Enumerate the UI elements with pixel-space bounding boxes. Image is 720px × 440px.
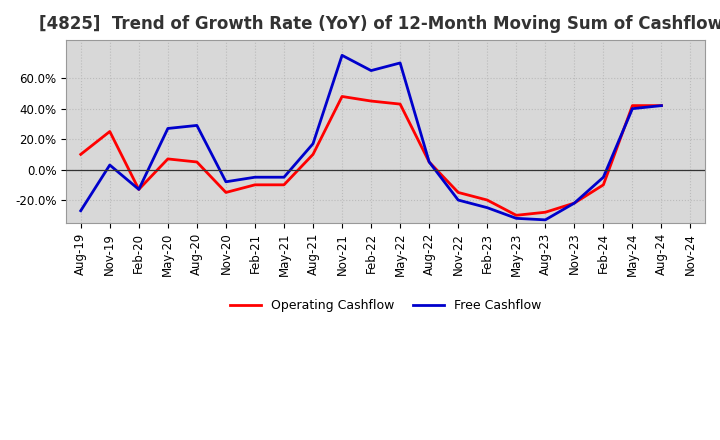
Free Cashflow — [599, 175, 608, 180]
Free Cashflow — [251, 175, 259, 180]
Legend: Operating Cashflow, Free Cashflow: Operating Cashflow, Free Cashflow — [225, 294, 546, 317]
Free Cashflow — [454, 198, 462, 203]
Operating Cashflow — [570, 201, 579, 206]
Operating Cashflow — [366, 99, 375, 104]
Free Cashflow — [512, 216, 521, 221]
Operating Cashflow — [135, 187, 143, 192]
Free Cashflow — [222, 179, 230, 184]
Free Cashflow — [628, 106, 636, 111]
Operating Cashflow — [163, 156, 172, 161]
Operating Cashflow — [192, 159, 201, 165]
Free Cashflow — [396, 60, 405, 66]
Free Cashflow — [105, 162, 114, 168]
Operating Cashflow — [279, 182, 288, 187]
Operating Cashflow — [628, 103, 636, 108]
Free Cashflow — [366, 68, 375, 73]
Title: [4825]  Trend of Growth Rate (YoY) of 12-Month Moving Sum of Cashflows: [4825] Trend of Growth Rate (YoY) of 12-… — [39, 15, 720, 33]
Free Cashflow — [570, 201, 579, 206]
Operating Cashflow — [338, 94, 346, 99]
Free Cashflow — [279, 175, 288, 180]
Free Cashflow — [541, 217, 549, 223]
Operating Cashflow — [76, 152, 85, 157]
Operating Cashflow — [251, 182, 259, 187]
Free Cashflow — [309, 141, 318, 147]
Operating Cashflow — [599, 182, 608, 187]
Operating Cashflow — [454, 190, 462, 195]
Operating Cashflow — [657, 103, 666, 108]
Free Cashflow — [192, 123, 201, 128]
Operating Cashflow — [541, 209, 549, 215]
Operating Cashflow — [105, 129, 114, 134]
Free Cashflow — [163, 126, 172, 131]
Line: Operating Cashflow: Operating Cashflow — [81, 96, 662, 215]
Operating Cashflow — [512, 213, 521, 218]
Free Cashflow — [338, 53, 346, 58]
Operating Cashflow — [396, 102, 405, 107]
Line: Free Cashflow: Free Cashflow — [81, 55, 662, 220]
Free Cashflow — [425, 159, 433, 165]
Free Cashflow — [135, 187, 143, 192]
Operating Cashflow — [425, 159, 433, 165]
Operating Cashflow — [309, 152, 318, 157]
Operating Cashflow — [483, 198, 492, 203]
Operating Cashflow — [222, 190, 230, 195]
Free Cashflow — [483, 205, 492, 210]
Free Cashflow — [657, 103, 666, 108]
Free Cashflow — [76, 208, 85, 213]
